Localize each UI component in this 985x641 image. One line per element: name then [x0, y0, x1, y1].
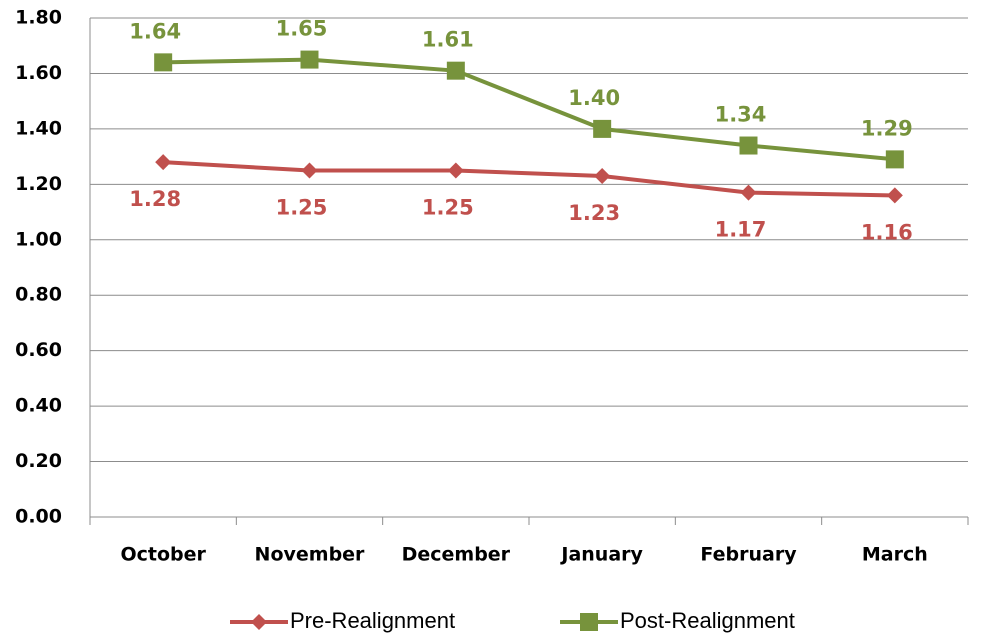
y-tick-label: 0.00 — [15, 506, 62, 528]
y-tick-label: 1.00 — [15, 228, 62, 250]
y-tick-label: 0.80 — [15, 284, 62, 306]
marker — [300, 50, 319, 69]
x-tick-label: March — [862, 544, 928, 566]
data-label: 1.17 — [715, 218, 767, 242]
marker — [447, 162, 464, 179]
x-tick-label: January — [559, 544, 643, 566]
y-tick-label: 1.40 — [15, 117, 62, 139]
y-tick-label: 1.60 — [15, 62, 62, 84]
data-label: 1.23 — [568, 201, 620, 225]
legend-label: Post-Realignment — [620, 608, 795, 633]
data-label: 1.61 — [422, 28, 474, 52]
y-tick-label: 1.80 — [15, 7, 62, 29]
data-label: 1.28 — [129, 187, 181, 211]
marker — [740, 184, 757, 201]
legend-label: Pre-Realignment — [290, 608, 455, 633]
y-tick-label: 0.60 — [15, 339, 62, 361]
marker — [739, 136, 758, 155]
y-tick-label: 0.40 — [15, 395, 62, 417]
marker — [885, 150, 904, 169]
marker — [446, 61, 465, 80]
marker — [580, 613, 598, 631]
data-label: 1.25 — [276, 195, 328, 219]
marker — [886, 187, 903, 204]
data-label: 1.64 — [129, 19, 181, 43]
marker — [251, 614, 267, 630]
data-label: 1.34 — [715, 103, 767, 127]
marker — [154, 53, 173, 72]
x-tick-label: October — [120, 544, 206, 566]
marker — [155, 154, 172, 171]
x-tick-label: November — [255, 544, 366, 566]
data-label: 1.29 — [861, 116, 913, 140]
y-tick-label: 0.20 — [15, 450, 62, 472]
x-tick-label: December — [402, 544, 511, 566]
marker — [594, 168, 611, 185]
series-line — [163, 57, 896, 162]
marker — [301, 162, 318, 179]
data-label: 1.65 — [276, 17, 328, 41]
y-tick-label: 1.20 — [15, 173, 62, 195]
series-line — [163, 160, 895, 198]
data-label: 1.25 — [422, 195, 474, 219]
marker — [593, 119, 612, 138]
data-label: 1.16 — [861, 220, 913, 244]
data-label: 1.40 — [568, 86, 620, 110]
x-tick-label: February — [700, 544, 797, 566]
